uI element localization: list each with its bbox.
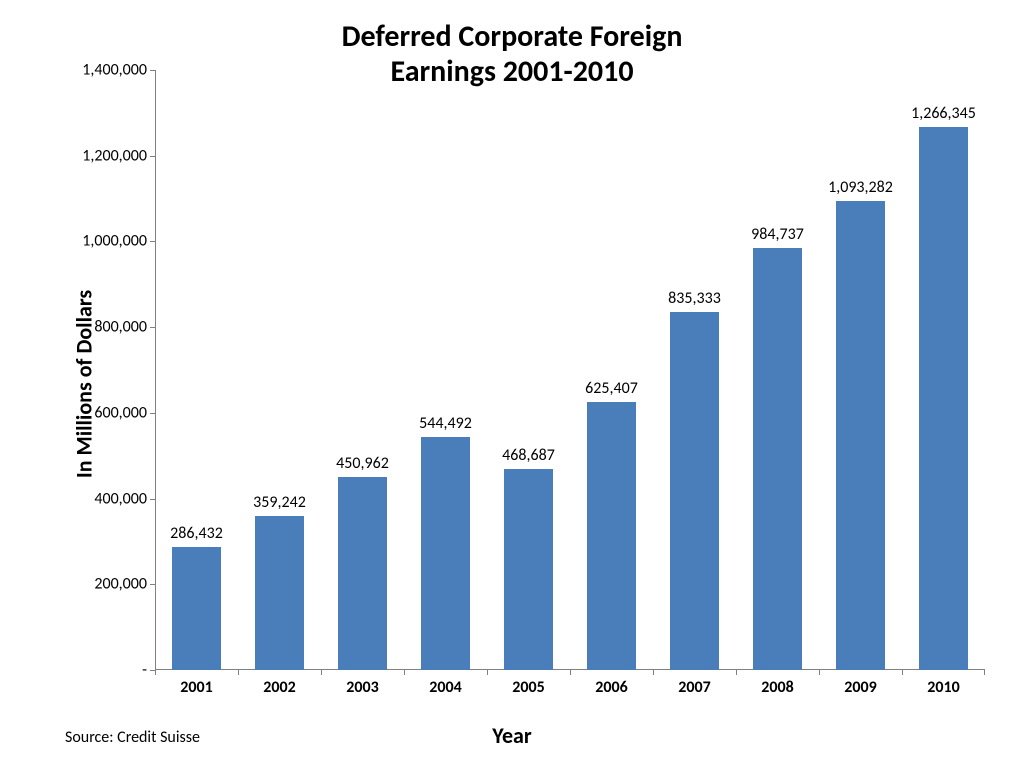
bar-slot: 286,4322001 — [155, 70, 238, 670]
y-tick-mark — [150, 156, 155, 157]
bar: 359,242 — [255, 516, 303, 670]
x-tick-label: 2009 — [844, 678, 876, 697]
x-tick-mark — [155, 670, 156, 675]
x-tick-mark — [570, 670, 571, 675]
x-tick-mark — [819, 670, 820, 675]
bar-slot: 835,3332007 — [653, 70, 736, 670]
y-tick-label: 600,000 — [94, 403, 155, 422]
bar-slot: 1,266,3452010 — [902, 70, 985, 670]
bar-slot: 544,4922004 — [404, 70, 487, 670]
y-tick-mark — [150, 413, 155, 414]
bar-value-label: 544,492 — [419, 414, 472, 433]
y-tick-mark — [150, 70, 155, 71]
x-tick-mark — [404, 670, 405, 675]
y-tick-mark — [150, 327, 155, 328]
x-tick-mark — [653, 670, 654, 675]
y-tick-mark — [150, 499, 155, 500]
bar: 286,432 — [172, 547, 220, 670]
bars-container: 286,4322001359,2422002450,9622003544,492… — [155, 70, 985, 670]
bar: 450,962 — [338, 477, 386, 670]
x-tick-label: 2006 — [595, 678, 627, 697]
bar-value-label: 286,432 — [170, 524, 223, 543]
x-tick-label: 2007 — [678, 678, 710, 697]
bar-slot: 359,2422002 — [238, 70, 321, 670]
bar-value-label: 468,687 — [502, 446, 555, 465]
bar-value-label: 984,737 — [751, 225, 804, 244]
bar-slot: 468,6872005 — [487, 70, 570, 670]
x-tick-label: 2004 — [429, 678, 461, 697]
bar: 984,737 — [753, 248, 801, 670]
bar-value-label: 625,407 — [585, 379, 638, 398]
x-tick-mark — [321, 670, 322, 675]
bar: 1,266,345 — [919, 127, 967, 670]
x-tick-mark — [487, 670, 488, 675]
bar-slot: 984,7372008 — [736, 70, 819, 670]
bar: 625,407 — [587, 402, 635, 670]
y-tick-label: 1,000,000 — [82, 232, 155, 251]
bar-value-label: 1,093,282 — [828, 178, 893, 197]
bar: 544,492 — [421, 437, 469, 670]
bar-value-label: 1,266,345 — [911, 104, 976, 123]
y-tick-label: 200,000 — [94, 575, 155, 594]
x-tick-label: 2003 — [346, 678, 378, 697]
y-tick-label: 800,000 — [94, 318, 155, 337]
bar-slot: 1,093,2822009 — [819, 70, 902, 670]
bar-slot: 450,9622003 — [321, 70, 404, 670]
bar-value-label: 450,962 — [336, 454, 389, 473]
y-tick-mark — [150, 670, 155, 671]
y-tick-label: 400,000 — [94, 489, 155, 508]
bar-value-label: 359,242 — [253, 493, 306, 512]
bar: 1,093,282 — [836, 201, 884, 670]
x-tick-mark — [902, 670, 903, 675]
plot-area: 286,4322001359,2422002450,9622003544,492… — [155, 70, 985, 670]
x-tick-label: 2005 — [512, 678, 544, 697]
x-tick-mark — [736, 670, 737, 675]
bar: 835,333 — [670, 312, 718, 670]
bar: 468,687 — [504, 469, 552, 670]
x-tick-mark — [238, 670, 239, 675]
bar-value-label: 835,333 — [668, 289, 721, 308]
x-tick-label: 2002 — [263, 678, 295, 697]
source-text: Source: Credit Suisse — [65, 728, 200, 747]
y-tick-mark — [150, 241, 155, 242]
x-tick-label: 2008 — [761, 678, 793, 697]
y-tick-label: 1,200,000 — [82, 146, 155, 165]
x-tick-mark — [984, 670, 985, 675]
y-tick-mark — [150, 584, 155, 585]
x-tick-label: 2001 — [180, 678, 212, 697]
y-tick-label: 1,400,000 — [82, 61, 155, 80]
bar-slot: 625,4072006 — [570, 70, 653, 670]
x-tick-label: 2010 — [927, 678, 959, 697]
chart-title-line1: Deferred Corporate Foreign — [0, 20, 1024, 55]
